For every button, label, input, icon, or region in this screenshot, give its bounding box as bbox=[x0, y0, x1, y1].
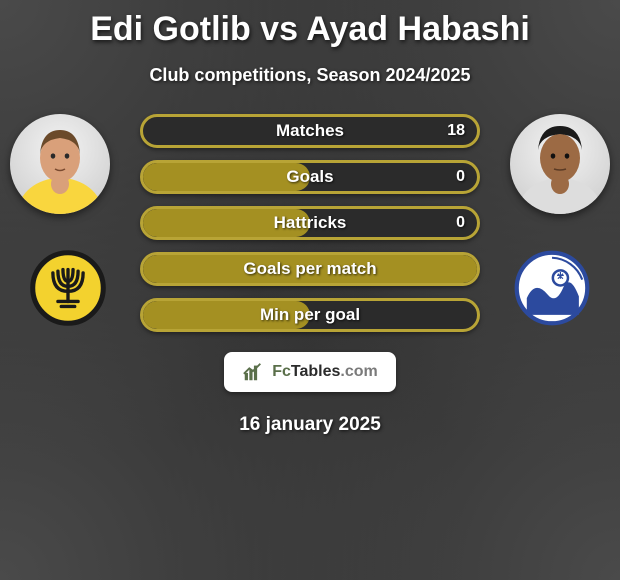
stat-right-value: 0 bbox=[456, 168, 465, 186]
comparison-infographic: Edi Gotlib vs Ayad Habashi Club competit… bbox=[0, 0, 620, 580]
player-right-avatar bbox=[510, 114, 610, 214]
page-title: Edi Gotlib vs Ayad Habashi bbox=[90, 10, 530, 49]
stat-label: Matches bbox=[276, 121, 344, 141]
stat-label: Goals bbox=[286, 167, 333, 187]
watermark-text: FcTables.com bbox=[272, 363, 378, 381]
shield-icon bbox=[510, 246, 594, 330]
club-right-crest bbox=[502, 246, 602, 330]
stat-label: Hattricks bbox=[274, 213, 347, 233]
stat-bar: Hattricks 0 bbox=[140, 206, 480, 240]
person-icon bbox=[510, 114, 610, 214]
stat-bar: Goals per match bbox=[140, 252, 480, 286]
bar-chart-icon bbox=[242, 361, 264, 383]
shield-icon bbox=[26, 246, 110, 330]
watermark-tables: Tables bbox=[291, 363, 341, 380]
stat-bar: Goals 0 bbox=[140, 160, 480, 194]
person-icon bbox=[10, 114, 110, 214]
stat-right-value: 0 bbox=[456, 214, 465, 232]
club-left-crest bbox=[18, 246, 118, 330]
subtitle: Club competitions, Season 2024/2025 bbox=[149, 65, 470, 86]
stat-label: Min per goal bbox=[260, 305, 360, 325]
stat-bar: Min per goal bbox=[140, 298, 480, 332]
date-label: 16 january 2025 bbox=[239, 414, 381, 436]
compare-area: Matches 18 Goals 0 Hattricks 0 Goals per match… bbox=[0, 114, 620, 332]
watermark-badge: FcTables.com bbox=[224, 352, 396, 392]
stat-label: Goals per match bbox=[243, 259, 376, 279]
watermark-com: .com bbox=[340, 363, 377, 380]
stat-bar: Matches 18 bbox=[140, 114, 480, 148]
stat-right-value: 18 bbox=[447, 122, 465, 140]
watermark-fc: Fc bbox=[272, 363, 291, 380]
stat-bar-fill bbox=[143, 163, 310, 191]
player-left-avatar bbox=[10, 114, 110, 214]
stat-bars: Matches 18 Goals 0 Hattricks 0 Goals per match… bbox=[140, 114, 480, 332]
